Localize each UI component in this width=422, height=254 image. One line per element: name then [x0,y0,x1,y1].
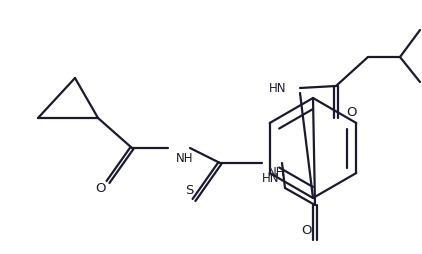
Text: O: O [346,105,357,119]
Text: O: O [302,224,312,236]
Text: NH: NH [268,167,286,180]
Text: HN: HN [262,171,280,184]
Text: O: O [95,182,105,195]
Text: NH: NH [176,151,194,165]
Text: HN: HN [269,82,287,94]
Text: S: S [185,183,193,197]
